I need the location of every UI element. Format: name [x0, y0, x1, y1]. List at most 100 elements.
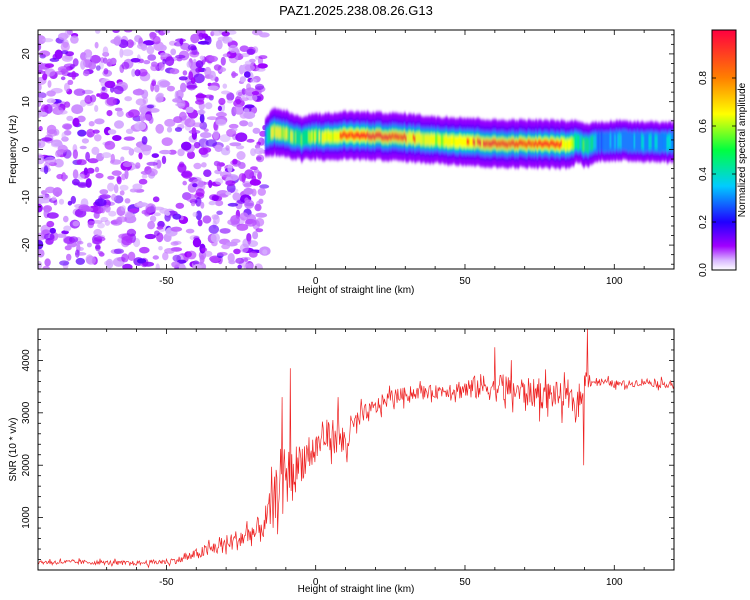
ridge-cell [533, 141, 536, 148]
ridge-cell [490, 140, 493, 148]
spectrogram-ytick-label: 0 [21, 146, 32, 152]
ridge-cell [488, 140, 491, 148]
ridge-cell [282, 127, 285, 139]
ridge-cell [609, 133, 612, 148]
ridge-cell [505, 141, 508, 148]
ridge-cell [430, 133, 433, 145]
noise-blob [211, 195, 219, 202]
ridge-cell [635, 131, 638, 153]
ridge-cell [403, 132, 406, 140]
noise-blob [195, 188, 205, 197]
noise-blob [142, 261, 155, 267]
ridge-cell [366, 131, 369, 139]
noise-blob [210, 232, 220, 243]
noise-blob [155, 93, 164, 103]
noise-blob [61, 50, 69, 55]
noise-blob [199, 113, 205, 123]
ridge-cell [496, 141, 499, 148]
noise-blob [225, 241, 238, 247]
noise-blob [175, 54, 186, 59]
noise-blob [121, 235, 133, 246]
noise-blob [254, 83, 265, 90]
ridge-cell [509, 140, 512, 148]
noise-blob [89, 54, 101, 64]
noise-blob [172, 98, 182, 103]
ridge-cell [332, 131, 335, 143]
ridge-cell [335, 131, 338, 143]
ridge-cell [542, 140, 545, 148]
ridge-cell [642, 135, 645, 150]
noise-blob [38, 92, 47, 99]
noise-blob [63, 124, 72, 130]
noise-blob [166, 85, 175, 92]
noise-blob [164, 211, 171, 216]
noise-blob [119, 184, 129, 191]
noise-blob [237, 264, 242, 269]
ridge-cell [463, 136, 466, 148]
ridge-cell [656, 134, 659, 150]
ridge-cell [387, 134, 390, 142]
ridge-cell [545, 140, 548, 147]
noise-blob [227, 253, 235, 263]
ridge-cell [469, 136, 472, 148]
ridge-cell [651, 130, 654, 152]
noise-blob [76, 159, 87, 166]
ridge-cell [459, 135, 462, 147]
noise-blob [60, 76, 66, 81]
noise-blob [182, 180, 187, 186]
snr-frame [37, 328, 675, 571]
ridge-cell [424, 134, 427, 146]
noise-blob [138, 152, 143, 160]
noise-blob [62, 174, 68, 180]
ridge-cell [320, 129, 323, 146]
spectrogram-ytick-label: 10 [21, 96, 32, 108]
ridge-cell [417, 132, 420, 144]
ridge-cell [359, 133, 362, 140]
noise-blob [111, 193, 117, 201]
colorbar-label: Normalized spectral amplitude [737, 82, 748, 217]
ridge-cell [591, 135, 594, 151]
noise-blob [193, 236, 200, 241]
noise-blob [44, 68, 56, 77]
noise-blob [250, 166, 258, 171]
noise-blob [134, 121, 147, 131]
spectrogram-signal-ridge [264, 108, 674, 170]
noise-blob [139, 112, 145, 123]
noise-blob [251, 91, 260, 96]
noise-blob [192, 183, 198, 188]
ridge-cell [526, 141, 529, 149]
ridge-cell [627, 131, 630, 153]
ridge-cell [378, 131, 381, 139]
noise-blob [56, 109, 68, 115]
noise-blob [138, 178, 148, 185]
noise-blob [135, 98, 147, 106]
ridge-cell [275, 127, 278, 139]
ridge-cell [575, 133, 578, 149]
noise-blob [102, 46, 109, 56]
noise-blob [180, 82, 187, 93]
ridge-cell [408, 131, 411, 143]
noise-blob [208, 55, 219, 63]
noise-blob [151, 153, 159, 159]
noise-blob [244, 218, 257, 227]
ridge-cell [611, 131, 614, 152]
noise-blob [146, 104, 155, 109]
noise-blob [40, 137, 53, 142]
noise-blob [161, 137, 173, 147]
noise-blob [131, 68, 136, 77]
spectrogram-xtick-label: 0 [313, 276, 319, 287]
ridge-cell [659, 132, 662, 154]
ridge-cell [503, 140, 506, 148]
noise-blob [159, 80, 171, 88]
ridge-cell [409, 131, 412, 143]
ridge-cell [577, 134, 580, 150]
noise-blob [104, 260, 112, 266]
snr-series-line [38, 329, 674, 569]
noise-blob [156, 159, 162, 169]
snr-ticks: -50 0 50 100 1000 2000 3000 4000 [21, 328, 675, 588]
noise-blob [135, 162, 141, 169]
noise-blob [215, 178, 224, 185]
noise-blob [106, 110, 113, 117]
noise-blob [44, 258, 51, 267]
